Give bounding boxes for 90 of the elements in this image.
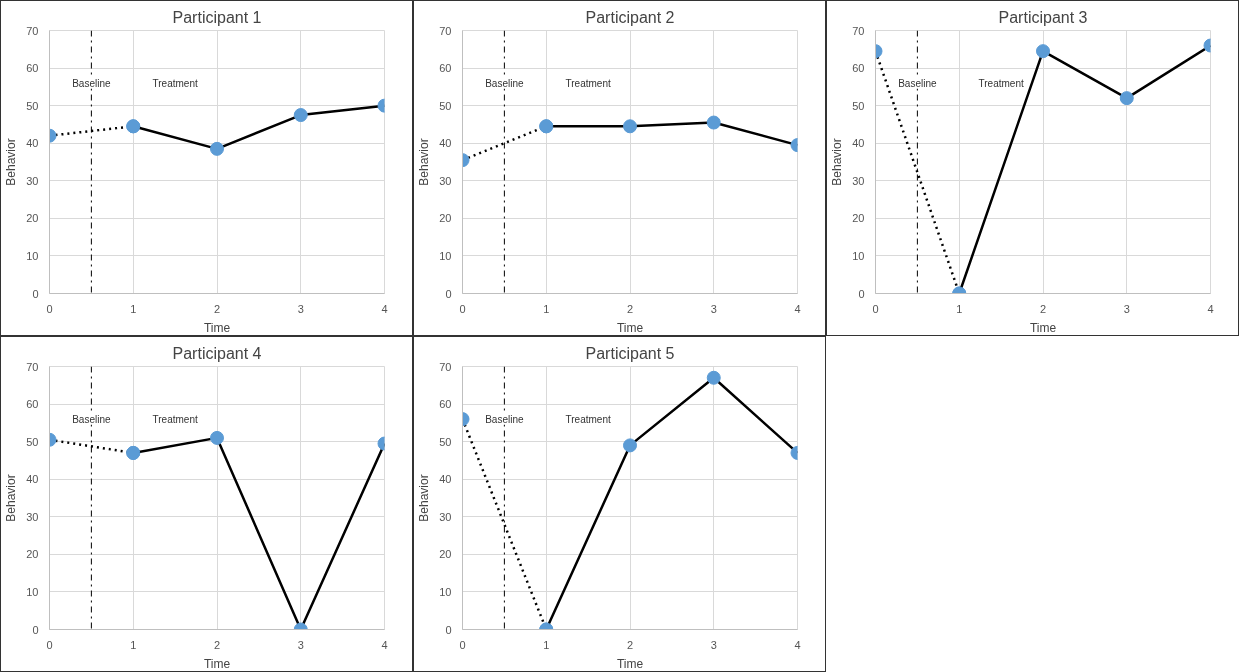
y-tick-label: 70 bbox=[26, 24, 39, 37]
y-tick-label: 0 bbox=[858, 287, 865, 300]
x-tick-label: 1 bbox=[956, 302, 963, 315]
x-tick-label: 1 bbox=[543, 302, 550, 315]
x-tick-label: 3 bbox=[297, 302, 304, 315]
x-tick-label: 2 bbox=[626, 302, 634, 315]
x-tick-label: 1 bbox=[130, 638, 137, 651]
annotation: Treatment bbox=[152, 413, 198, 425]
x-tick-label: 2 bbox=[213, 638, 221, 651]
y-tick-label: 10 bbox=[26, 585, 39, 598]
chart-title: Participant 3 bbox=[998, 8, 1088, 26]
x-tick-label: 0 bbox=[459, 638, 466, 651]
y-tick-label: 70 bbox=[852, 24, 865, 37]
y-tick-label: 60 bbox=[852, 62, 865, 75]
y-tick-label: 60 bbox=[26, 62, 39, 75]
y-tick-label: 70 bbox=[439, 360, 452, 373]
x-tick-label: 0 bbox=[46, 638, 53, 651]
y-axis-title: Behavior bbox=[417, 138, 432, 186]
x-tick-label: 2 bbox=[213, 302, 221, 315]
y-tick-label: 50 bbox=[439, 435, 452, 448]
x-tick-label: 1 bbox=[130, 302, 137, 315]
x-axis-title: Time bbox=[1029, 320, 1057, 335]
y-tick-label: 10 bbox=[439, 585, 452, 598]
y-tick-label: 10 bbox=[26, 249, 39, 262]
x-axis-title: Time bbox=[203, 656, 231, 671]
chart-title: Participant 4 bbox=[172, 344, 262, 362]
y-tick-label: 20 bbox=[439, 548, 452, 561]
annotation: Baseline bbox=[72, 413, 111, 425]
annotation: Treatment bbox=[565, 413, 611, 425]
x-tick-label: 3 bbox=[710, 302, 717, 315]
y-axis-title: Behavior bbox=[4, 138, 19, 186]
chart-title: Participant 5 bbox=[585, 344, 675, 362]
y-tick-label: 30 bbox=[852, 174, 865, 187]
y-tick-label: 10 bbox=[852, 249, 865, 262]
annotation: Baseline bbox=[485, 413, 524, 425]
y-tick-label: 50 bbox=[26, 99, 39, 112]
y-tick-label: 20 bbox=[852, 212, 865, 225]
x-tick-label: 4 bbox=[381, 638, 388, 651]
chart-title: Participant 2 bbox=[585, 8, 675, 26]
y-axis-title: Behavior bbox=[417, 474, 432, 522]
x-tick-label: 1 bbox=[543, 638, 550, 651]
annotation: Treatment bbox=[978, 77, 1024, 89]
x-tick-label: 4 bbox=[381, 302, 388, 315]
y-tick-label: 20 bbox=[439, 212, 452, 225]
x-axis-title: Time bbox=[616, 320, 644, 335]
y-tick-label: 0 bbox=[445, 287, 452, 300]
x-tick-label: 0 bbox=[46, 302, 53, 315]
y-tick-label: 30 bbox=[26, 510, 39, 523]
x-tick-label: 0 bbox=[872, 302, 879, 315]
y-tick-label: 0 bbox=[32, 287, 39, 300]
y-tick-label: 10 bbox=[439, 249, 452, 262]
annotation: Treatment bbox=[152, 77, 198, 89]
y-tick-label: 0 bbox=[32, 623, 39, 636]
y-tick-label: 60 bbox=[439, 398, 452, 411]
annotation: Baseline bbox=[485, 77, 524, 89]
y-tick-label: 30 bbox=[439, 174, 452, 187]
y-tick-label: 20 bbox=[26, 548, 39, 561]
y-tick-label: 50 bbox=[852, 99, 865, 112]
y-tick-label: 50 bbox=[26, 435, 39, 448]
x-tick-label: 3 bbox=[1123, 302, 1130, 315]
y-tick-label: 40 bbox=[26, 473, 39, 486]
y-tick-label: 0 bbox=[445, 623, 452, 636]
y-axis-title: Behavior bbox=[4, 474, 19, 522]
y-tick-label: 40 bbox=[439, 137, 452, 150]
x-axis-title: Time bbox=[203, 320, 231, 335]
y-tick-label: 40 bbox=[26, 137, 39, 150]
y-tick-label: 70 bbox=[439, 24, 452, 37]
y-tick-label: 20 bbox=[26, 212, 39, 225]
y-tick-label: 70 bbox=[26, 360, 39, 373]
x-tick-label: 0 bbox=[459, 302, 466, 315]
y-axis-title: Behavior bbox=[830, 138, 845, 186]
y-tick-label: 30 bbox=[439, 510, 452, 523]
x-tick-label: 2 bbox=[1039, 302, 1047, 315]
y-tick-label: 50 bbox=[439, 99, 452, 112]
annotation: Baseline bbox=[72, 77, 111, 89]
x-tick-label: 3 bbox=[297, 638, 304, 651]
x-tick-label: 4 bbox=[794, 302, 801, 315]
chart-title: Participant 1 bbox=[172, 8, 262, 26]
x-tick-label: 4 bbox=[1207, 302, 1214, 315]
x-axis-title: Time bbox=[616, 656, 644, 671]
y-tick-label: 60 bbox=[26, 398, 39, 411]
annotation: Baseline bbox=[898, 77, 937, 89]
y-tick-label: 30 bbox=[26, 174, 39, 187]
y-tick-label: 40 bbox=[852, 137, 865, 150]
x-tick-label: 2 bbox=[626, 638, 634, 651]
y-tick-label: 40 bbox=[439, 473, 452, 486]
x-tick-label: 3 bbox=[710, 638, 717, 651]
annotation: Treatment bbox=[565, 77, 611, 89]
y-tick-label: 60 bbox=[439, 62, 452, 75]
x-tick-label: 4 bbox=[794, 638, 801, 651]
